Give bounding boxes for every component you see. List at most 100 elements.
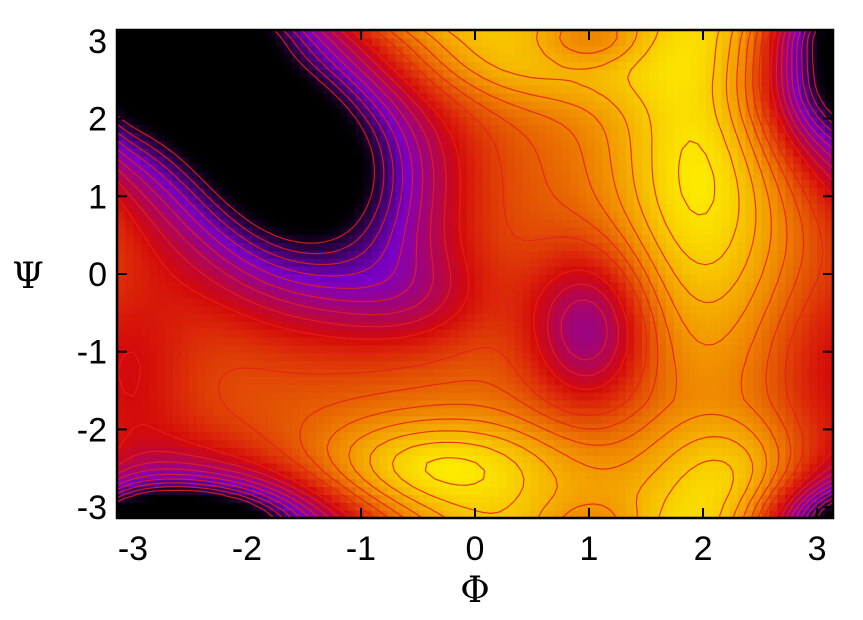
heatmap-cell [156,218,166,228]
heatmap-cell [172,155,182,165]
heatmap-cell [156,392,166,401]
heatmap-cell [164,462,174,472]
heatmap-cell [554,368,564,377]
heatmap-cell [657,329,667,338]
heatmap-cell [284,336,293,346]
heatmap-cell [618,447,627,456]
heatmap-cell [411,242,420,251]
heatmap-cell [737,336,747,346]
heatmap-cell [299,455,309,464]
heatmap-cell [809,195,818,204]
heatmap-cell [172,494,182,503]
heatmap-cell [761,163,770,173]
heatmap-cell [673,148,683,157]
heatmap-cell [363,155,373,165]
heatmap-cell [650,242,659,251]
heatmap-cell [443,455,452,464]
heatmap-cell [252,92,261,102]
heatmap-cell [498,470,508,480]
heatmap-cell [323,171,333,181]
heatmap-cell [292,195,301,204]
heatmap-cell [657,163,667,173]
heatmap-cell [355,431,365,440]
heatmap-cell [252,179,261,189]
heatmap-cell [697,242,707,251]
heatmap-cell [403,336,412,346]
heatmap-cell [164,368,174,377]
heatmap-cell [411,384,420,393]
heatmap-cell [212,336,222,346]
heatmap-cell [339,258,349,267]
heatmap-cell [610,360,619,370]
heatmap-cell [490,423,500,433]
heatmap-cell [546,132,556,141]
heatmap-cell [323,274,333,283]
heatmap-cell [411,274,420,283]
heatmap-cell [737,266,747,275]
heatmap-cell [506,92,516,102]
heatmap-cell [307,423,317,433]
heatmap-cell [140,376,150,385]
heatmap-cell [825,470,833,480]
heatmap-cell [363,85,373,94]
heatmap-cell [602,116,611,126]
heatmap-cell [268,352,277,362]
heatmap-cell [188,234,198,244]
heatmap-cell [307,305,317,314]
heatmap-cell [371,140,381,149]
heatmap-cell [610,486,619,495]
heatmap-cell [339,100,349,110]
heatmap-cell [777,218,786,228]
heatmap-cell [379,211,389,220]
heatmap-cell [188,384,198,393]
heatmap-cell [522,163,532,173]
heatmap-cell [729,336,739,346]
heatmap-cell [793,108,802,118]
heatmap-cell [443,100,452,110]
heatmap-cell [689,266,699,275]
heatmap-cell [650,399,659,409]
heatmap-cell [228,321,237,330]
heatmap-cell [212,439,222,448]
heatmap-cell [220,478,229,488]
heatmap-cell [554,250,564,259]
heatmap-cell [140,407,150,417]
heatmap-cell [268,77,277,86]
heatmap-cell [188,478,198,488]
heatmap-cell [467,344,476,354]
heatmap-cell [140,344,150,354]
heatmap-cell [204,266,214,275]
heatmap-cell [156,234,166,244]
heatmap-cell [260,242,269,251]
heatmap-cell [673,92,683,102]
heatmap-cell [140,368,150,377]
heatmap-cell [355,462,365,472]
heatmap-cell [451,407,460,417]
heatmap-cell [769,179,778,189]
heatmap-cell [721,455,731,464]
heatmap-cell [801,148,810,157]
heatmap-cell [825,384,833,393]
heatmap-cell [244,108,253,118]
heatmap-cell [506,399,516,409]
heatmap-cell [140,187,150,196]
heatmap-cell [777,344,786,354]
heatmap-cell [379,305,389,314]
heatmap-cell [610,250,619,259]
heatmap-cell [307,187,317,196]
heatmap-cell [721,124,731,133]
heatmap-cell [268,258,277,267]
heatmap-cell [419,155,428,165]
heatmap-cell [817,148,826,157]
heatmap-cell [578,329,587,338]
heatmap-cell [204,211,214,220]
heatmap-cell [546,281,556,291]
heatmap-cell [419,281,428,291]
heatmap-cell [260,455,269,464]
heatmap-cell [634,124,643,133]
heatmap-cell [355,384,365,393]
heatmap-cell [403,431,412,440]
heatmap-cell [602,203,611,212]
heatmap-cell [132,494,142,503]
heatmap-cell [777,321,786,330]
